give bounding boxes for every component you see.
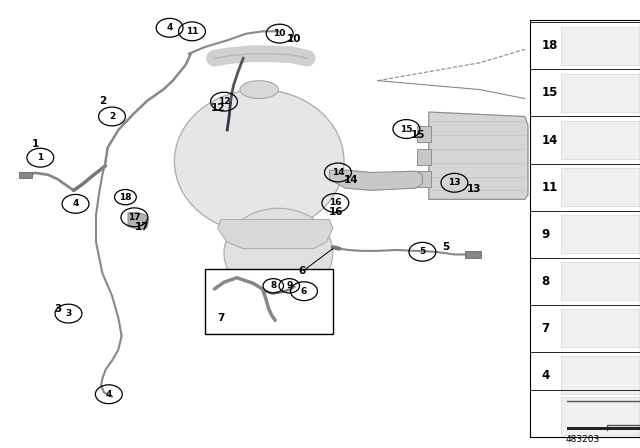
Text: 16: 16 <box>329 207 343 217</box>
Text: 14: 14 <box>541 134 558 146</box>
Text: 8: 8 <box>270 281 276 290</box>
Text: 8: 8 <box>541 275 550 288</box>
Text: 7: 7 <box>217 313 225 323</box>
Text: 2: 2 <box>99 96 106 106</box>
Polygon shape <box>218 220 333 249</box>
Bar <box>561 27 640 65</box>
Text: 4: 4 <box>541 369 550 382</box>
Text: 483203: 483203 <box>565 435 600 444</box>
Text: 1: 1 <box>37 153 44 162</box>
Text: 4: 4 <box>106 390 112 399</box>
Text: 16: 16 <box>329 198 342 207</box>
Bar <box>567 427 640 430</box>
Text: 9: 9 <box>541 228 550 241</box>
Ellipse shape <box>240 81 278 99</box>
Bar <box>561 309 640 347</box>
Bar <box>561 262 640 300</box>
Text: 5: 5 <box>419 247 426 256</box>
Bar <box>19 172 32 178</box>
Text: 11: 11 <box>541 181 557 194</box>
Bar <box>561 121 640 159</box>
Text: 6: 6 <box>301 287 307 296</box>
Text: 1: 1 <box>31 139 39 149</box>
Text: 15: 15 <box>411 130 425 140</box>
Text: 4: 4 <box>72 199 79 208</box>
Text: 9: 9 <box>286 281 292 290</box>
Bar <box>561 215 640 253</box>
Text: 7: 7 <box>541 322 550 335</box>
Polygon shape <box>128 212 148 229</box>
Text: 6: 6 <box>298 266 306 276</box>
Text: 3: 3 <box>54 304 61 314</box>
Text: 10: 10 <box>273 29 286 38</box>
Text: 13: 13 <box>448 178 461 187</box>
Text: 15: 15 <box>400 125 413 134</box>
Text: 12: 12 <box>218 97 230 106</box>
Bar <box>417 149 431 165</box>
Ellipse shape <box>224 208 333 298</box>
Text: 13: 13 <box>467 184 481 194</box>
Polygon shape <box>429 112 528 199</box>
Text: 10: 10 <box>287 34 301 44</box>
Polygon shape <box>330 170 422 190</box>
Ellipse shape <box>175 90 344 233</box>
Text: 5: 5 <box>442 242 450 252</box>
Text: 14: 14 <box>332 168 344 177</box>
Text: 18: 18 <box>119 193 132 202</box>
Bar <box>465 251 481 258</box>
Bar <box>561 357 640 394</box>
Text: 17: 17 <box>135 222 149 232</box>
Text: 11: 11 <box>186 27 198 36</box>
Bar <box>205 269 333 334</box>
Text: 12: 12 <box>211 103 225 113</box>
Text: 17: 17 <box>128 213 141 222</box>
Text: 15: 15 <box>541 86 558 99</box>
Text: 14: 14 <box>344 175 358 185</box>
Bar <box>561 397 640 435</box>
Text: 18: 18 <box>541 39 558 52</box>
Bar <box>561 168 640 206</box>
Bar <box>561 74 640 112</box>
Text: 2: 2 <box>109 112 115 121</box>
Bar <box>417 171 431 187</box>
Text: 3: 3 <box>65 309 72 318</box>
Bar <box>417 126 431 142</box>
Text: 4: 4 <box>166 23 173 32</box>
